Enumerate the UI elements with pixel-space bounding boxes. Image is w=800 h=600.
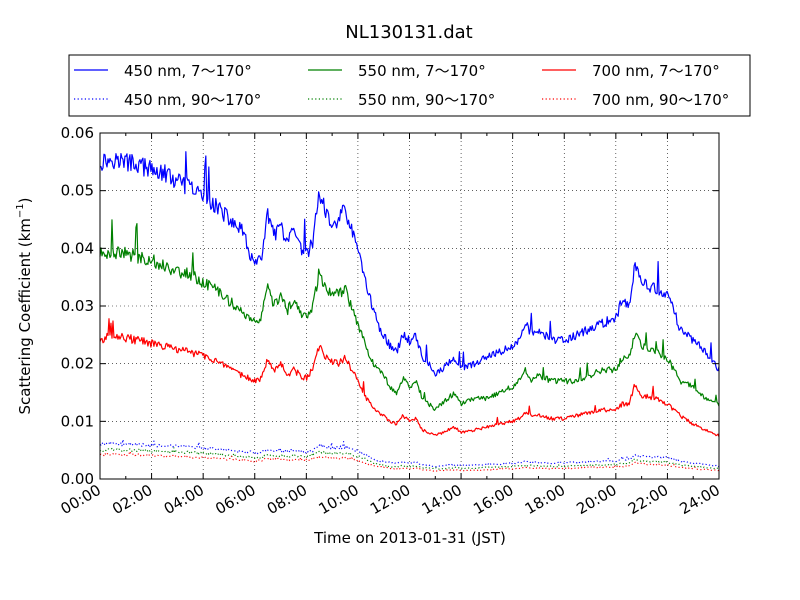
legend-label: 550 nm, 7～170° <box>358 62 486 80</box>
series-line-dotted-5 <box>99 450 720 472</box>
legend-box <box>68 54 751 117</box>
series-lines <box>99 151 720 472</box>
y-tick-label: 0.00 <box>61 470 94 488</box>
legend-label: 450 nm, 7～170° <box>124 62 252 80</box>
series-line-dotted-4 <box>99 447 720 470</box>
y-tick-label: 0.02 <box>61 355 94 373</box>
y-tick-label: 0.05 <box>61 182 94 200</box>
legend-label: 700 nm, 7～170° <box>592 62 720 80</box>
legend: 450 nm, 7～170° 550 nm, 7～170° 700 nm, 7～17… <box>68 54 751 117</box>
y-tick-label: 0.06 <box>61 124 94 142</box>
chart-title: NL130131.dat <box>345 22 472 43</box>
y-axis: 0.00 0.01 0.02 0.03 0.04 0.05 0.06 <box>61 124 719 488</box>
y-tick-label: 0.04 <box>61 239 94 257</box>
y-axis-label: Scattering Coefficient (km−1) <box>15 197 34 414</box>
legend-label: 450 nm, 90～170° <box>124 91 261 109</box>
legend-items: 450 nm, 7～170° 550 nm, 7～170° 700 nm, 7～17… <box>74 62 729 109</box>
x-axis-label: Time on 2013-01-31 (JST) <box>313 529 506 547</box>
series-line-solid-1 <box>99 219 720 411</box>
y-axis-label-close: ) <box>16 197 34 203</box>
legend-label: 700 nm, 90～170° <box>592 91 729 109</box>
y-tick-label: 0.03 <box>61 297 94 315</box>
y-tick-label: 0.01 <box>61 412 94 430</box>
series-line-solid-2 <box>99 318 720 437</box>
legend-label: 550 nm, 90～170° <box>358 91 495 109</box>
series-line-solid-0 <box>99 151 720 377</box>
series-line-dotted-3 <box>99 438 720 468</box>
y-axis-label-main: Scattering Coefficient (km <box>16 218 34 414</box>
y-axis-label-exponent: −1 <box>15 203 26 218</box>
